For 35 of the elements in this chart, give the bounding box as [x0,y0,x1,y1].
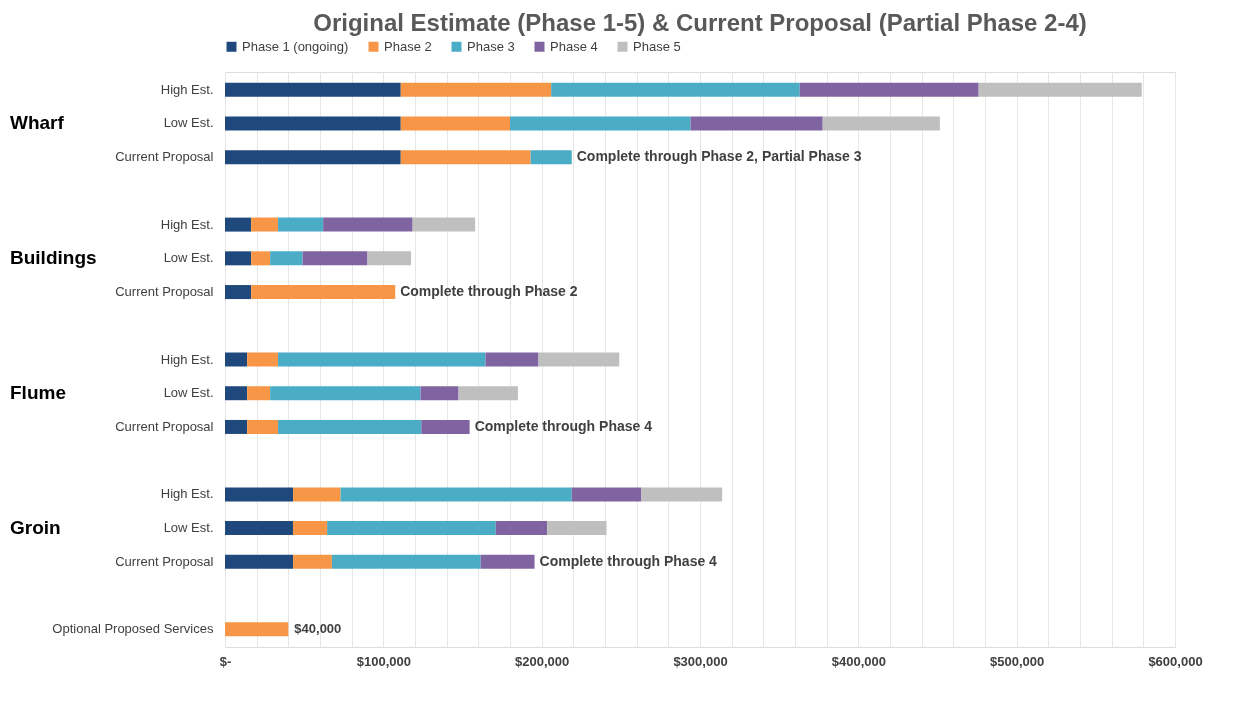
x-tick-label: $200,000 [515,653,570,669]
y-tick-label: High Est. [160,486,214,502]
text: Wharf [10,112,65,134]
y-tick-label: Low Est. [163,520,214,536]
x-tick-label: $- [219,653,232,669]
x-tick-label: $500,000 [990,653,1045,669]
text: Flume [10,382,66,404]
y-tick-label: High Est. [160,351,214,367]
y-tick-label: Current Proposal [115,418,214,434]
y-tick-label: Low Est. [163,385,214,401]
y-tick-label: Current Proposal [115,149,214,165]
y-tick-label: Current Proposal [115,284,214,300]
annotation: Complete through Phase 2, Partial Phase 3 [576,148,862,165]
y-tick-label: Low Est. [163,250,214,266]
data-label: $40,000 [294,621,342,637]
x-tick-label: $400,000 [831,653,886,669]
legend-label: Phase 5 [633,38,681,54]
legend-label: Phase 1 (ongoing) [242,38,349,54]
legend-label: Phase 2 [384,38,432,54]
y-tick-label: Low Est. [163,115,214,131]
legend-label: Phase 3 [467,38,515,54]
text: Groin [10,517,61,539]
x-tick-label: $600,000 [1148,653,1203,669]
x-tick-label: $100,000 [356,653,411,669]
annotation: Complete through Phase 4 [539,552,718,569]
y-tick-label: Optional Proposed Services [52,621,214,637]
legend-label: Phase 4 [550,38,598,54]
y-tick-label: High Est. [160,216,214,232]
x-tick-label: $300,000 [673,653,728,669]
chart-title: Original Estimate (Phase 1-5) & Current Proposal (Partial Phase 2-4) [313,9,1087,36]
y-tick-label: Current Proposal [115,553,214,569]
y-tick-label: High Est. [160,81,214,97]
annotation: Complete through Phase 4 [474,417,653,434]
text: Buildings [10,247,97,269]
annotation: Complete through Phase 2 [400,283,578,300]
